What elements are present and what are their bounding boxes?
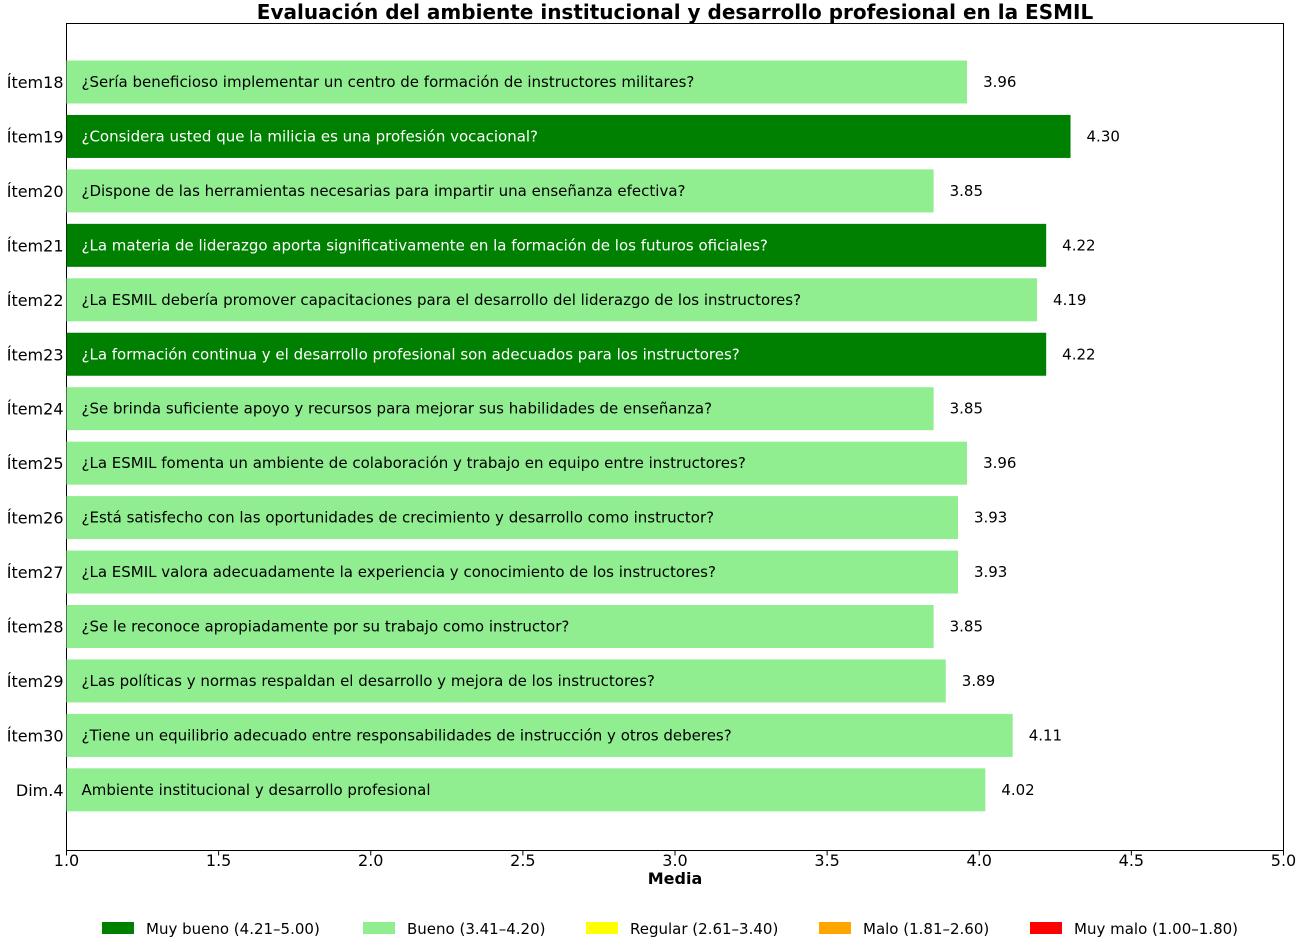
bar-question-label: ¿Se brinda suficiente apoyo y recursos p… <box>82 400 713 418</box>
bar <box>66 659 946 703</box>
value-label: 3.89 <box>962 672 995 690</box>
category-label: Ítem18 <box>7 73 64 92</box>
legend-swatch <box>819 922 851 934</box>
value-label: 4.11 <box>1029 726 1062 744</box>
bar <box>66 768 986 812</box>
value-label: 4.22 <box>1062 236 1095 254</box>
category-label: Ítem22 <box>7 291 64 310</box>
bar-question-label: ¿La ESMIL valora adecuadamente la experi… <box>82 563 716 581</box>
bars-layer: Ítem18 ¿Sería beneficioso implementar un … <box>7 60 1120 812</box>
value-label: 3.96 <box>983 454 1016 472</box>
bar-question-label: ¿La ESMIL debería promover capacitacione… <box>82 291 802 309</box>
category-label: Ítem24 <box>7 400 64 419</box>
category-label: Ítem25 <box>7 454 64 473</box>
bar <box>66 496 958 540</box>
x-tick-label: 2.5 <box>510 851 535 870</box>
legend-swatch <box>1030 922 1062 934</box>
bar <box>66 169 934 213</box>
x-tick-label: 4.0 <box>967 851 992 870</box>
bar <box>66 60 968 104</box>
x-axis-label: Media <box>648 869 703 888</box>
bar-question-label: ¿Se le reconoce apropiadamente por su tr… <box>82 618 570 636</box>
category-label: Ítem21 <box>7 236 64 255</box>
legend-label: Muy malo (1.00–1.80) <box>1074 920 1238 938</box>
category-label: Ítem20 <box>7 182 64 201</box>
value-label: 4.19 <box>1053 291 1086 309</box>
category-label: Ítem26 <box>7 509 64 528</box>
bar-question-label: ¿Las políticas y normas respaldan el des… <box>82 672 655 690</box>
category-label: Ítem19 <box>7 127 64 146</box>
value-label: 3.85 <box>950 400 983 418</box>
category-label: Ítem27 <box>7 563 64 582</box>
value-label: 3.93 <box>974 509 1007 527</box>
legend-label: Bueno (3.41–4.20) <box>407 920 545 938</box>
bar <box>66 713 1013 757</box>
value-label: 3.93 <box>974 563 1007 581</box>
x-tick-label: 4.5 <box>1119 851 1144 870</box>
bar <box>66 550 958 594</box>
bar-question-label: Ambiente institucional y desarrollo prof… <box>82 781 431 799</box>
category-label: Ítem28 <box>7 618 64 637</box>
bar <box>66 605 934 648</box>
category-label: Ítem29 <box>7 672 64 691</box>
value-label: 4.30 <box>1087 127 1120 145</box>
value-label: 3.85 <box>950 618 983 636</box>
legend: Muy bueno (4.21–5.00) Bueno (3.41–4.20) Re… <box>102 920 1238 938</box>
legend-swatch <box>586 922 618 934</box>
bar <box>66 278 1038 322</box>
bar-question-label: ¿Dispone de las herramientas necesarias … <box>82 182 686 200</box>
value-label: 4.02 <box>1001 781 1034 799</box>
x-tick-label: 5.0 <box>1271 851 1296 870</box>
bar-question-label: ¿La formación continua y el desarrollo p… <box>82 345 740 363</box>
category-label: Ítem23 <box>7 345 64 364</box>
x-tick-label: 3.5 <box>814 851 839 870</box>
legend-label: Malo (1.81–2.60) <box>863 920 989 938</box>
legend-label: Regular (2.61–3.40) <box>630 920 778 938</box>
value-label: 3.85 <box>950 182 983 200</box>
x-tick-label: 3.0 <box>662 851 687 870</box>
chart-title: Evaluación del ambiente institucional y … <box>257 0 1094 24</box>
value-label: 3.96 <box>983 73 1016 91</box>
category-label: Dim.4 <box>16 781 64 800</box>
value-label: 4.22 <box>1062 345 1095 363</box>
bar-question-label: ¿La ESMIL fomenta un ambiente de colabor… <box>82 454 746 472</box>
legend-label: Muy bueno (4.21–5.00) <box>146 920 320 938</box>
bar <box>66 387 934 431</box>
bar-question-label: ¿La materia de liderazgo aporta signific… <box>82 236 768 254</box>
bar <box>66 332 1047 376</box>
x-tick-label: 1.5 <box>206 851 231 870</box>
bar-question-label: ¿Está satisfecho con las oportunidades d… <box>82 509 715 527</box>
bar <box>66 441 968 485</box>
bar <box>66 223 1047 267</box>
bar-question-label: ¿Sería beneficioso implementar un centro… <box>82 73 695 91</box>
bar-question-label: ¿Tiene un equilibrio adecuado entre resp… <box>82 726 732 744</box>
legend-swatch <box>363 922 395 934</box>
category-label: Ítem30 <box>7 726 64 745</box>
x-tick-label: 1.0 <box>54 851 79 870</box>
x-axis: 1.0 1.5 2.0 2.5 3.0 3.5 4.0 4.5 5.0 <box>54 850 1296 870</box>
legend-swatch <box>102 922 134 934</box>
x-tick-label: 2.0 <box>358 851 383 870</box>
bar <box>66 114 1071 158</box>
bar-question-label: ¿Considera usted que la milicia es una p… <box>82 127 539 145</box>
